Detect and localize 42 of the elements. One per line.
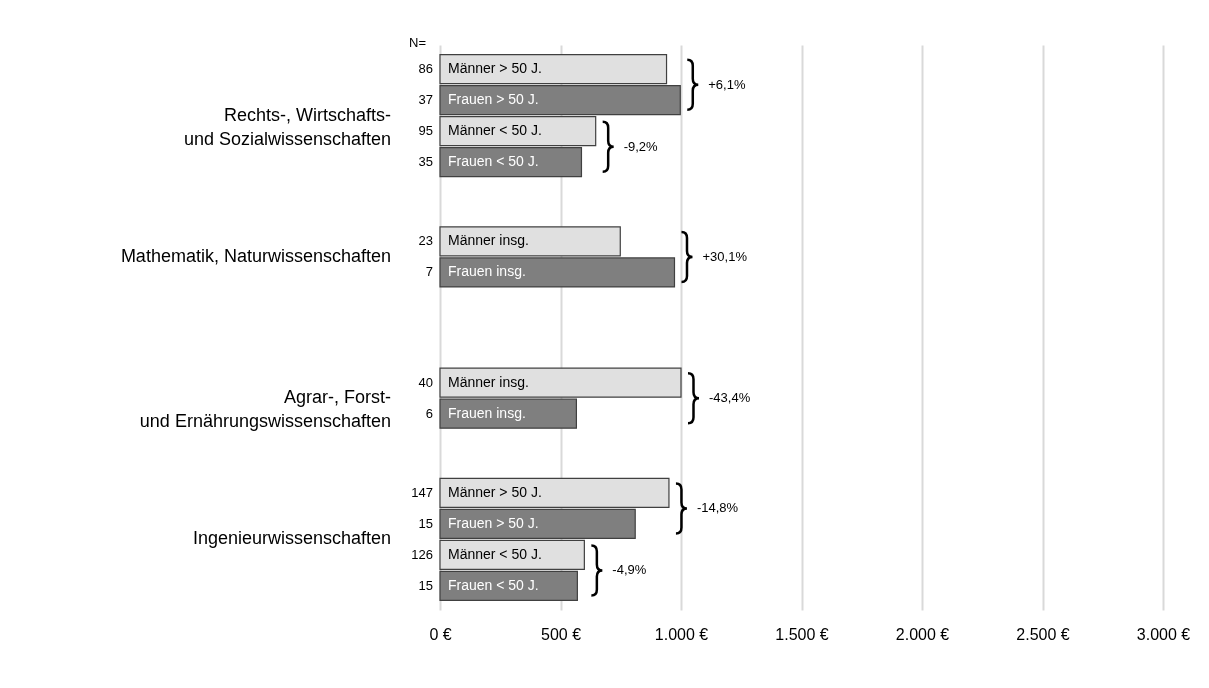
x-tick-label: 1.000 € [654,625,709,643]
y-tick-label: Agrar-, Forst- und Ernährungswissenschaften [139,387,391,432]
annotation: -9,2% [623,138,659,154]
text: 95 [418,123,433,139]
text: 6 [425,405,433,421]
annotation: +30,1% [702,248,748,264]
text: Männer insg. [448,232,529,249]
y-tick-label: Rechts-, Wirtschafts- und Sozialwissenschaften [183,104,391,149]
x-tick-label: 2.500 € [1016,625,1070,643]
series-label: Frauen > 50 J. [448,91,539,108]
text: Frauen > 50 J. [448,514,539,531]
annotation: +6,1% [708,76,746,92]
text: Frauen < 50 J. [448,576,539,593]
series-label: Frauen < 50 J. [448,153,539,170]
x-tick-label: 500 € [540,625,582,643]
text: N= [409,34,426,50]
x-tick-label: 2.000 € [895,625,950,643]
x-tick-label: 0 € [429,625,452,643]
text: Frauen insg. [448,404,526,421]
x-tick-label: 1.500 € [775,625,829,643]
text: 7 [425,264,433,280]
text: 15 [418,515,433,531]
text: 126 [411,546,433,562]
y-tick-label: Ingenieurwissenschaften [192,528,391,549]
series-label: Männer > 50 J. [448,60,542,77]
text: 37 [418,92,433,108]
y-tick-label: Mathematik, Naturwissenschaften [120,245,391,266]
text: 35 [418,154,433,170]
text: 15 [418,577,433,593]
text: 40 [418,374,433,390]
x-tick-label: 3.000 € [1136,625,1191,643]
annotation: -14,8% [696,500,739,516]
text: Männer < 50 J. [448,545,542,562]
text: 147 [411,484,433,500]
series-label: Frauen insg. [448,263,526,280]
text: 86 [418,61,433,77]
text: Männer > 50 J. [448,483,542,500]
annotation: -43,4% [709,390,751,406]
annotation: -4,9% [612,562,647,578]
series-label: Männer insg. [448,373,529,390]
text: 23 [418,233,433,249]
series-label: Männer < 50 J. [448,122,542,139]
